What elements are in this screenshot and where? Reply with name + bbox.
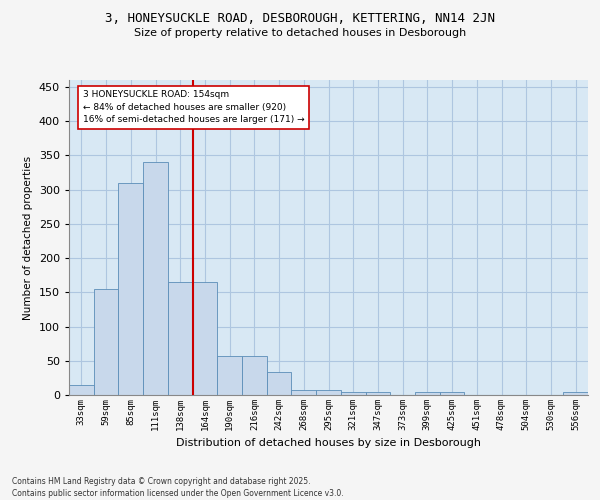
X-axis label: Distribution of detached houses by size in Desborough: Distribution of detached houses by size … <box>176 438 481 448</box>
Text: 3 HONEYSUCKLE ROAD: 154sqm
← 84% of detached houses are smaller (920)
16% of sem: 3 HONEYSUCKLE ROAD: 154sqm ← 84% of deta… <box>83 90 304 124</box>
Bar <box>415 392 440 395</box>
Bar <box>341 392 365 395</box>
Text: Contains HM Land Registry data © Crown copyright and database right 2025.
Contai: Contains HM Land Registry data © Crown c… <box>12 476 344 498</box>
Bar <box>365 392 390 395</box>
Bar <box>316 390 341 395</box>
Bar <box>94 289 118 395</box>
Bar <box>69 384 94 395</box>
Bar <box>267 372 292 395</box>
Bar <box>217 356 242 395</box>
Y-axis label: Number of detached properties: Number of detached properties <box>23 156 33 320</box>
Bar <box>242 356 267 395</box>
Bar <box>440 392 464 395</box>
Bar <box>292 390 316 395</box>
Bar <box>143 162 168 395</box>
Text: 3, HONEYSUCKLE ROAD, DESBOROUGH, KETTERING, NN14 2JN: 3, HONEYSUCKLE ROAD, DESBOROUGH, KETTERI… <box>105 12 495 26</box>
Bar <box>118 182 143 395</box>
Bar <box>168 282 193 395</box>
Text: Size of property relative to detached houses in Desborough: Size of property relative to detached ho… <box>134 28 466 38</box>
Bar <box>563 392 588 395</box>
Bar <box>193 282 217 395</box>
